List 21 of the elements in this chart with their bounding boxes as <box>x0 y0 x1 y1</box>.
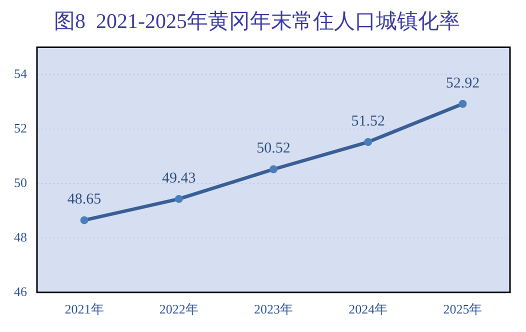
data-label: 48.65 <box>67 192 102 208</box>
data-label: 52.92 <box>446 75 480 92</box>
x-tick-label: 2023年 <box>254 302 293 317</box>
y-tick-label: 52 <box>14 120 27 136</box>
point <box>364 138 372 146</box>
y-tick-label: 46 <box>14 284 28 299</box>
y-tick-label: 54 <box>14 66 28 81</box>
point <box>80 216 88 224</box>
data-label: 51.52 <box>351 113 385 130</box>
point <box>458 100 467 108</box>
data-label: 49.43 <box>162 170 196 186</box>
point <box>174 194 183 203</box>
x-tick-label: 2022年 <box>159 302 198 317</box>
y-tick-label: 50 <box>14 174 27 190</box>
data-label: 50.52 <box>256 140 290 157</box>
x-tick-label: 2021年 <box>64 302 104 317</box>
x-tick-label: 2024年 <box>348 302 388 317</box>
x-tick-label: 2025年 <box>443 302 482 317</box>
point <box>270 165 278 174</box>
y-tick-label: 48 <box>14 229 27 244</box>
chart-title: 图8 2021-2025年黄冈年末常住人口城镇化率 <box>54 9 460 34</box>
